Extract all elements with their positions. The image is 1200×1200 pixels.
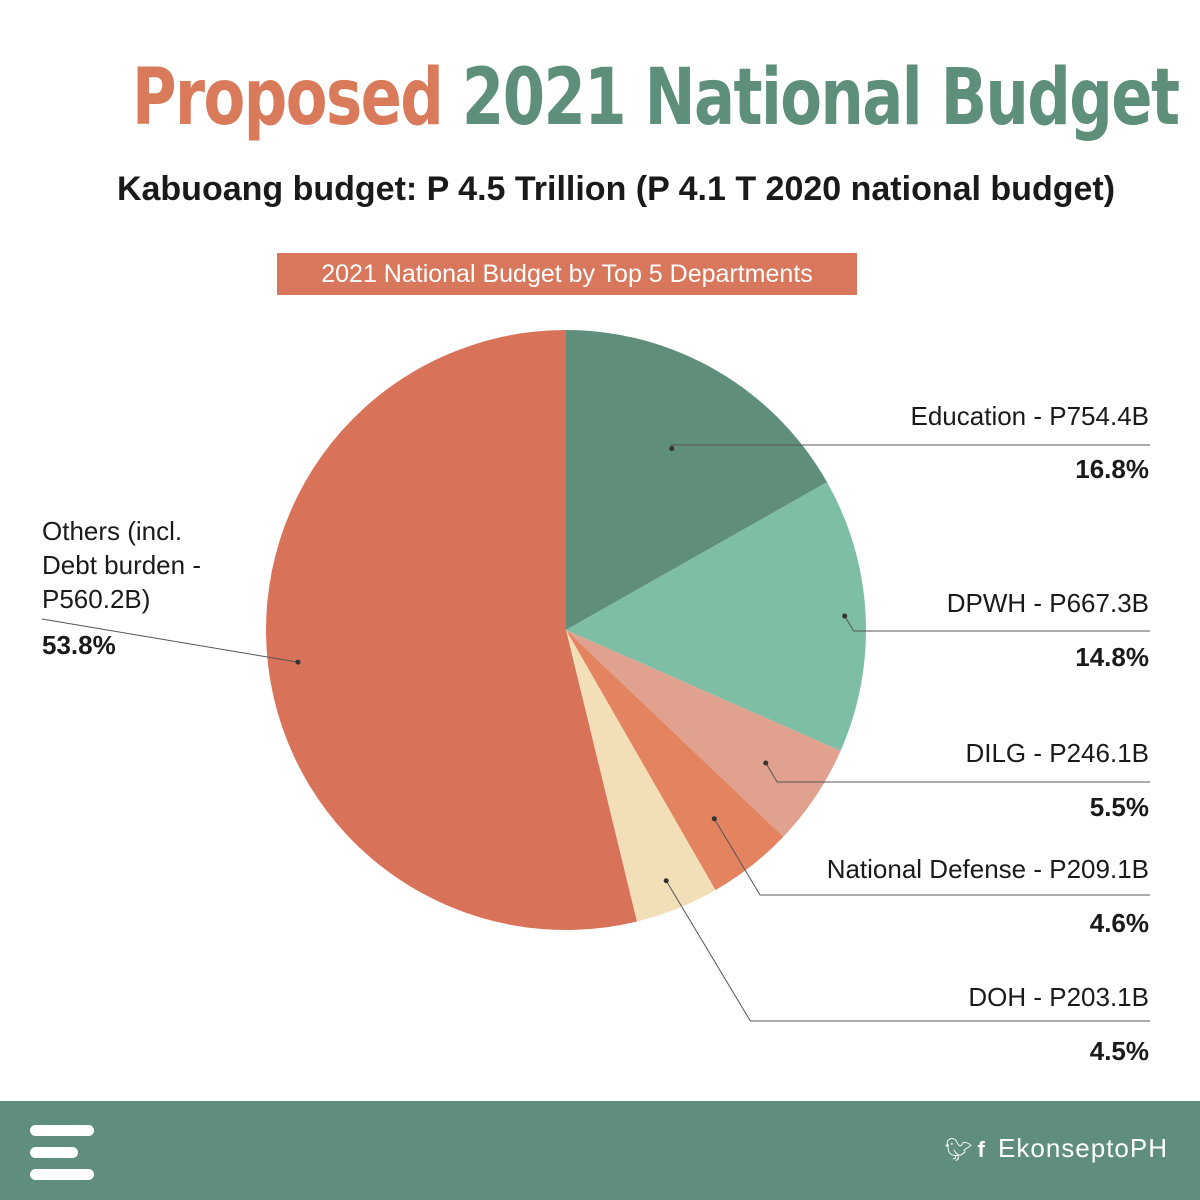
slice-label: Education - P754.4B [911,401,1150,431]
leader-line [665,880,1150,1022]
leader-dot [663,878,669,884]
page-title: Proposed 2021 National Budget [132,48,1180,148]
slice-label: DOH - P203.1B [968,982,1149,1012]
pie-slice [566,630,716,922]
slice-percent: 14.8% [1075,642,1149,672]
slice-label: Others (incl. [42,516,182,546]
subtitle: Kabuoang budget: P 4.5 Trillion (P 4.1 T… [116,170,1116,208]
leader-dot [842,613,848,619]
leader-dot [711,816,717,822]
slice-label: DILG - P246.1B [965,738,1149,768]
social-handle[interactable]: 🐦︎ f EkonseptoPH [945,1133,1168,1164]
slice-labels: Education - P754.4B 16.8% DPWH - P667.3B 14… [42,401,1149,1066]
facebook-icon[interactable]: f [977,1137,986,1162]
twitter-icon[interactable]: 🐦︎ [944,1137,974,1162]
leader-line [713,818,1150,896]
leader-line [765,762,1150,783]
slice-label: DPWH - P667.3B [947,588,1149,618]
chart-title-tag: 2021 National Budget by Top 5 Department… [277,253,857,295]
leader-lines [41,444,1150,1022]
title-rest: 2021 National Budget [461,53,1180,143]
menu-icon[interactable] [30,1125,94,1181]
handle-text: EkonseptoPH [998,1133,1168,1163]
pie-slice [566,482,866,751]
pie-slice [566,630,841,837]
slice-label: National Defense - P209.1B [827,854,1149,884]
slice-percent: 16.8% [1075,454,1149,484]
leader-dot [295,659,301,665]
leader-line [41,618,299,663]
pie-chart: Education - P754.4B 16.8% DPWH - P667.3B 14… [41,330,1150,1066]
pie-slice [566,630,784,891]
slice-label: Debt burden - [42,550,201,580]
slice-percent: 5.5% [1090,792,1149,822]
title-word-proposed: Proposed [132,53,444,143]
slice-label: P560.2B) [42,584,150,614]
pie-slice [265,330,637,930]
slice-percent: 4.6% [1090,908,1149,938]
pie-slices [265,330,866,930]
leader-dot [763,760,769,766]
slice-percent: 53.8% [42,630,116,660]
leader-dot [669,446,675,452]
slice-percent: 4.5% [1090,1036,1149,1066]
pie-slice [566,330,828,630]
footer-bar: 🐦︎ f EkonseptoPH [0,1101,1200,1200]
leader-line [844,615,1150,632]
